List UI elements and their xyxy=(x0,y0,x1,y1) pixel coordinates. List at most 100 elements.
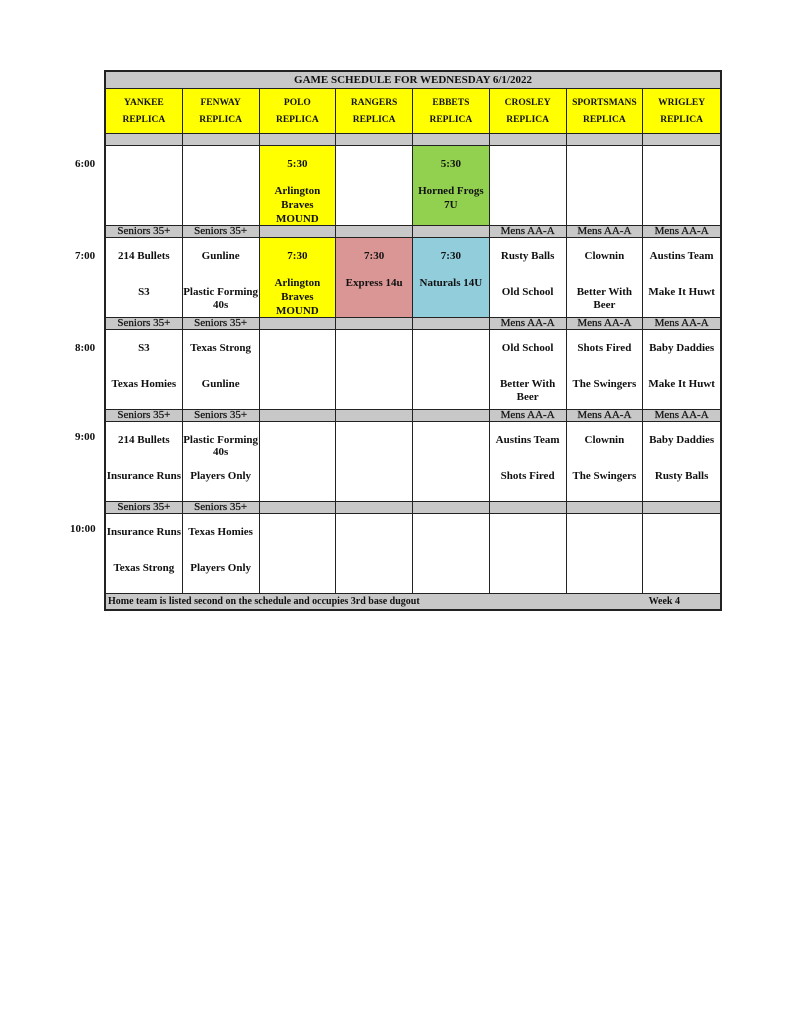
division-label: Mens AA-A xyxy=(489,409,567,422)
time-slot-row: S3 Texas Homies Texas Strong Gunline Old Sch… xyxy=(106,330,720,409)
time-slot-row: Insurance Runs Texas Strong Texas Homies Pl… xyxy=(106,514,720,593)
visiting-team: 214 Bullets xyxy=(118,434,170,446)
footer: Home team is listed second on the schedu… xyxy=(106,593,720,609)
division-label xyxy=(259,317,337,330)
home-team: Rusty Balls xyxy=(654,470,709,482)
team-name: Naturals 14U xyxy=(419,277,483,289)
division-label xyxy=(413,501,490,514)
visiting-team: Baby Daddies xyxy=(649,342,715,354)
game-cell xyxy=(413,514,490,593)
division-label xyxy=(259,409,337,422)
game-cell xyxy=(260,514,337,593)
home-team: Make It Huwt xyxy=(648,378,715,390)
division-label: Mens AA-A xyxy=(643,225,720,238)
division-label: Mens AA-A xyxy=(489,317,567,330)
schedule-title: GAME SCHEDULE FOR WEDNESDAY 6/1/2022 xyxy=(106,72,720,89)
division-label xyxy=(413,133,490,146)
division-label xyxy=(643,501,720,514)
field-header-row: YANKEE REPLICA FENWAY REPLICA POLO REPLICA RAN… xyxy=(106,89,720,133)
schedule-table: GAME SCHEDULE FOR WEDNESDAY 6/1/2022 YAN… xyxy=(104,70,722,611)
division-label xyxy=(413,409,490,422)
field-name: RANGERS xyxy=(350,97,398,108)
game-time: 7:30 xyxy=(364,250,385,262)
division-label: Seniors 35+ xyxy=(106,317,183,330)
field-subtitle: REPLICA xyxy=(506,114,549,125)
field-header: SPORTSMANS REPLICA xyxy=(566,89,644,133)
field-header: YANKEE REPLICA xyxy=(106,89,183,133)
footer-note: Home team is listed second on the schedu… xyxy=(108,596,420,607)
game-cell xyxy=(643,146,720,225)
field-header: FENWAY REPLICA xyxy=(182,89,260,133)
division-label: Mens AA-A xyxy=(489,225,567,238)
field-subtitle: REPLICA xyxy=(199,114,242,125)
division-label: Seniors 35+ xyxy=(182,501,260,514)
home-team: The Swingers xyxy=(572,470,637,482)
game-cell xyxy=(490,514,567,593)
visiting-team: Texas Strong xyxy=(190,342,252,354)
game-cell xyxy=(336,422,413,501)
division-label xyxy=(182,133,260,146)
division-label xyxy=(336,317,413,330)
field-header: EBBETS REPLICA xyxy=(413,89,490,133)
game-cell: 5:30 Horned Frogs 7U xyxy=(413,146,490,225)
visiting-team: S3 xyxy=(138,342,150,354)
home-team: Texas Homies xyxy=(111,378,177,390)
game-cell: Old School Better With Beer xyxy=(490,330,567,409)
team-name: Arlington Braves MOUND xyxy=(274,277,321,317)
home-team: Gunline xyxy=(201,378,240,390)
field-subtitle: REPLICA xyxy=(582,114,626,125)
time-label: 7:00 xyxy=(75,250,96,262)
division-row: Seniors 35+ Seniors 35+ Mens AA-A Mens AA-A… xyxy=(106,409,720,422)
division-label xyxy=(336,501,413,514)
division-label: Mens AA-A xyxy=(643,409,720,422)
game-cell: 5:30 Arlington Braves MOUND xyxy=(259,146,337,225)
time-slot-row: 214 Bullets S3 Gunline Plastic Forming 40s 7… xyxy=(106,238,720,317)
division-label xyxy=(259,133,337,146)
field-subtitle: REPLICA xyxy=(352,114,396,125)
division-row: Seniors 35+ Seniors 35+ Mens AA-A Mens AA-A… xyxy=(106,225,720,238)
game-cell: S3 Texas Homies xyxy=(106,330,183,409)
game-cell: Baby Daddies Make It Huwt xyxy=(643,330,720,409)
field-name: POLO xyxy=(283,97,311,108)
game-cell: Austins Team Make It Huwt xyxy=(643,238,720,317)
time-slot-row: 214 Bullets Insurance Runs Plastic Forming… xyxy=(106,422,720,501)
division-label xyxy=(336,409,413,422)
division-label xyxy=(106,133,183,146)
time-label: 6:00 xyxy=(75,158,96,170)
game-cell: Plastic Forming 40s Players Only xyxy=(183,422,260,501)
visiting-team: Clownin xyxy=(584,434,625,446)
field-subtitle: REPLICA xyxy=(275,114,319,125)
game-cell: Insurance Runs Texas Strong xyxy=(106,514,183,593)
game-time: 7:30 xyxy=(287,250,308,262)
division-label: Seniors 35+ xyxy=(182,225,260,238)
field-name: FENWAY xyxy=(200,97,241,108)
visiting-team: Shots Fired xyxy=(577,342,632,354)
game-cell xyxy=(183,146,260,225)
visiting-team: Rusty Balls xyxy=(500,250,555,262)
visiting-team: 214 Bullets xyxy=(118,250,170,262)
home-team: Plastic Forming 40s xyxy=(183,286,259,311)
field-name: SPORTSMANS xyxy=(572,97,637,108)
division-label: Mens AA-A xyxy=(566,317,644,330)
visiting-team: Austins Team xyxy=(649,250,714,262)
home-team: S3 xyxy=(138,286,150,298)
division-label xyxy=(259,225,337,238)
game-cell: Rusty Balls Old School xyxy=(490,238,567,317)
game-cell: Austins Team Shots Fired xyxy=(490,422,567,501)
field-name: YANKEE xyxy=(123,97,164,108)
game-cell: Baby Daddies Rusty Balls xyxy=(643,422,720,501)
division-label xyxy=(566,133,644,146)
home-team: Texas Strong xyxy=(113,562,175,574)
game-cell: 7:30 Naturals 14U xyxy=(413,238,490,317)
division-label: Mens AA-A xyxy=(566,225,644,238)
field-header: CROSLEY REPLICA xyxy=(489,89,567,133)
field-subtitle: REPLICA xyxy=(660,114,703,125)
home-team: Better With Beer xyxy=(576,286,633,311)
game-time: 7:30 xyxy=(440,250,461,262)
division-label xyxy=(566,501,644,514)
division-row: Seniors 35+ Seniors 35+ xyxy=(106,501,720,514)
game-cell: Texas Homies Players Only xyxy=(183,514,260,593)
game-cell xyxy=(413,422,490,501)
home-team: Make It Huwt xyxy=(648,286,715,298)
game-cell: Clownin Better With Beer xyxy=(567,238,644,317)
